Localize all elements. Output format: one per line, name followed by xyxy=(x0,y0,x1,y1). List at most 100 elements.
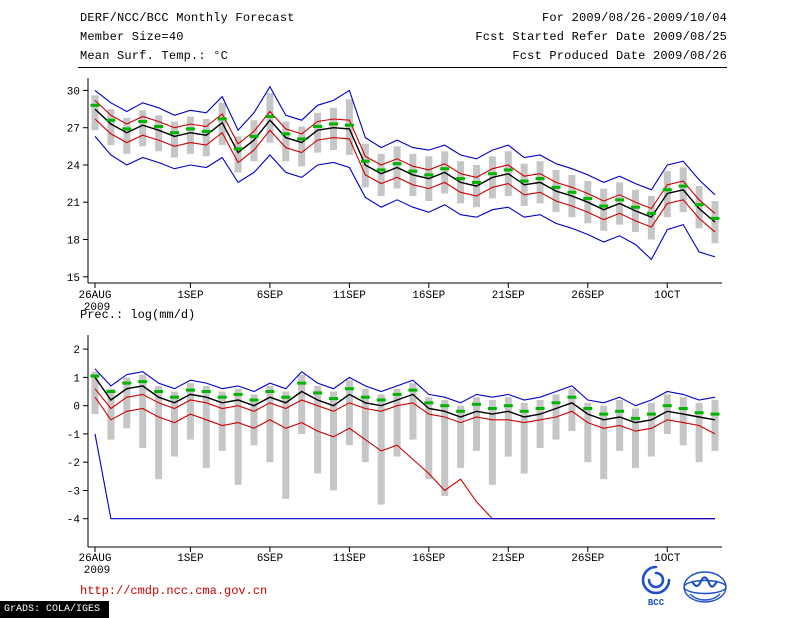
spread-bar xyxy=(234,136,242,173)
y-tick-label: 18 xyxy=(67,236,80,248)
series-line-ensemble-min xyxy=(94,433,715,520)
spread-bar xyxy=(584,402,592,463)
spread-bar xyxy=(663,394,671,434)
y-tick-label: 30 xyxy=(67,86,80,98)
spread-bar xyxy=(155,385,163,480)
spread-bar xyxy=(107,109,115,146)
spread-bar xyxy=(123,377,131,429)
spread-bar xyxy=(91,371,99,415)
spread-bar xyxy=(393,388,401,457)
member-size-label: Member Size=40 xyxy=(80,30,184,44)
y-tick-label: -4 xyxy=(67,515,81,527)
spread-bar xyxy=(488,400,496,485)
spread-bar xyxy=(457,405,465,468)
spread-bar xyxy=(186,383,194,440)
x-tick-label: 16SEP xyxy=(412,553,445,565)
x-axis-year-label: 2009 xyxy=(84,565,110,577)
spread-bar xyxy=(377,153,385,196)
x-tick-label: 6SEP xyxy=(257,290,284,302)
series-line-ensemble-max xyxy=(94,368,716,407)
spread-bar xyxy=(345,99,353,155)
refer-date-label: Fcst Started Refer Date 2009/08/25 xyxy=(475,30,727,44)
forecast-period-label: For 2009/08/26-2009/10/04 xyxy=(541,11,727,25)
x-tick-label: 26AUG xyxy=(78,290,111,302)
spread-bar xyxy=(695,402,703,463)
spread-bar xyxy=(632,408,639,468)
globe-icon xyxy=(683,571,727,603)
x-tick-label: 6SEP xyxy=(257,553,284,565)
x-tick-label: 21SEP xyxy=(492,290,525,302)
x-tick-label: 16SEP xyxy=(412,290,445,302)
spread-bar xyxy=(600,405,608,480)
spread-bar xyxy=(298,374,306,434)
y-tick-label: 15 xyxy=(67,273,80,285)
x-tick-label: 11SEP xyxy=(333,290,366,302)
y-tick-label: 0 xyxy=(73,402,80,414)
bcc-logo: BCC xyxy=(641,565,671,608)
spread-bar xyxy=(91,95,99,131)
y-tick-label: -2 xyxy=(67,458,80,470)
spread-bar xyxy=(123,117,131,154)
x-tick-label: 21SEP xyxy=(492,553,525,565)
spread-bar xyxy=(314,112,322,153)
x-tick-label: 26AUG xyxy=(78,553,111,565)
x-tick-label: 26SEP xyxy=(571,290,604,302)
spread-bar xyxy=(139,110,147,147)
x-axis-year-label: 2009 xyxy=(84,302,110,314)
spread-bar xyxy=(202,119,210,157)
series-line-ensemble-min xyxy=(94,136,716,261)
source-url: http://cmdp.ncc.cma.gov.cn xyxy=(80,584,268,598)
y-tick-label: 1 xyxy=(73,373,80,385)
spread-bar xyxy=(171,121,178,158)
y-tick-label: 21 xyxy=(67,198,81,210)
spread-bar xyxy=(361,388,369,463)
climatology-markers xyxy=(90,103,720,220)
produced-date-label: Fcst Produced Date 2009/08/26 xyxy=(512,49,727,63)
spread-bar xyxy=(186,116,194,154)
spread-bar xyxy=(282,121,290,162)
series-line-lower-tercile xyxy=(94,118,716,233)
spread-bar xyxy=(314,385,322,474)
cma-logo xyxy=(683,571,727,603)
y-tick-label: 24 xyxy=(67,161,81,173)
precip-chart-title: Prec.: log(mm/d) xyxy=(80,308,196,322)
spread-bar xyxy=(647,402,655,457)
x-tick-label: 1OCT xyxy=(654,553,681,565)
spread-bar xyxy=(536,400,544,449)
spread-bar xyxy=(250,394,258,446)
y-tick-label: 2 xyxy=(73,345,80,357)
spread-bar xyxy=(377,394,385,505)
grads-stamp: GrADS: COLA/IGES xyxy=(0,601,110,618)
spread-bar xyxy=(330,391,337,491)
y-tick-label: 27 xyxy=(67,124,80,136)
spread-bar xyxy=(202,385,210,468)
spread-bar xyxy=(568,388,576,432)
bcc-logo-label: BCC xyxy=(648,598,665,608)
plot-title: DERF/NCC/BCC Monthly Forecast xyxy=(80,11,295,25)
y-tick-label: -1 xyxy=(67,430,81,442)
series-line-ensemble-mean xyxy=(94,376,716,424)
axes xyxy=(83,78,722,288)
spread-bar xyxy=(711,400,719,451)
spread-bar xyxy=(520,402,528,474)
series-line-upper-tercile xyxy=(94,99,716,214)
spread-bar xyxy=(409,383,417,440)
axes xyxy=(83,335,722,552)
spread-bar xyxy=(266,385,274,463)
header-divider xyxy=(78,67,727,68)
spread-bar xyxy=(425,397,433,480)
spread-bar xyxy=(139,374,147,449)
series-line-upper-tercile xyxy=(94,388,716,435)
spread-bar xyxy=(679,397,687,446)
x-tick-label: 1OCT xyxy=(654,290,681,302)
spread-bar xyxy=(218,391,226,451)
spread-bar xyxy=(171,391,178,457)
x-tick-label: 1SEP xyxy=(177,553,204,565)
member-spread-bars xyxy=(91,92,719,244)
